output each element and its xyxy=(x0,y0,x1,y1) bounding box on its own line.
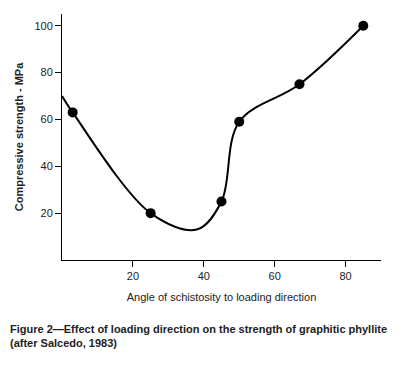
svg-text:Compressive strength - MPa: Compressive strength - MPa xyxy=(13,62,25,211)
svg-text:40: 40 xyxy=(198,270,210,282)
svg-text:Angle of schistosity to loadin: Angle of schistosity to loading directio… xyxy=(127,291,317,303)
svg-text:80: 80 xyxy=(339,270,351,282)
svg-text:20: 20 xyxy=(41,207,53,219)
svg-text:40: 40 xyxy=(41,160,53,172)
svg-text:100: 100 xyxy=(34,20,52,32)
svg-text:60: 60 xyxy=(269,270,281,282)
html-text:Figure 2—Effect of loading dir: Figure 2—Effect of loading direction on … xyxy=(10,323,388,349)
svg-text:20: 20 xyxy=(127,270,139,282)
svg-text:60: 60 xyxy=(41,113,53,125)
svg-text:80: 80 xyxy=(41,66,53,78)
